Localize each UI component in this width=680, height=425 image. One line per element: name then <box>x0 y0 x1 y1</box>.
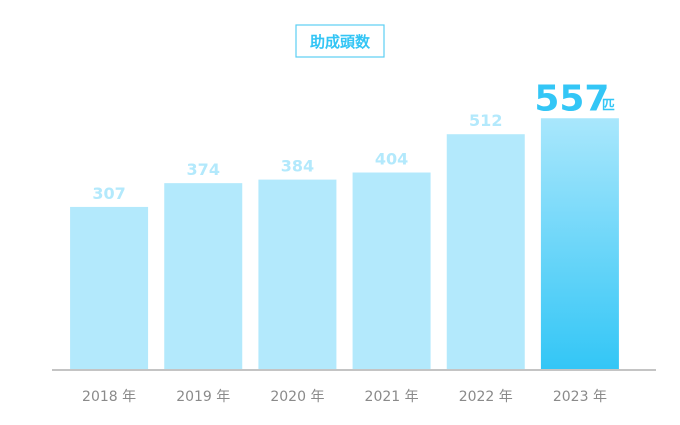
x-tick-label: 2023 年 <box>553 389 607 405</box>
value-label: 404 <box>375 150 408 169</box>
title-box <box>295 24 385 58</box>
bar <box>70 206 149 369</box>
bar <box>540 118 619 369</box>
x-tick-label: 2019 年 <box>176 389 230 405</box>
value-label: 512 <box>469 111 502 130</box>
x-tick-label: 2021 年 <box>365 389 419 405</box>
bar <box>446 134 525 369</box>
chart-title: 助成頭数 <box>310 33 371 51</box>
x-tick-label: 2018 年 <box>82 389 136 405</box>
value-label: 307 <box>92 184 125 203</box>
x-tick-label: 2022 年 <box>459 389 513 405</box>
value-label: 374 <box>187 160 220 179</box>
x-tick-label: 2020 年 <box>270 389 324 405</box>
value-label: 384 <box>281 157 314 176</box>
value-label: 557 <box>534 78 609 119</box>
bar <box>352 172 431 369</box>
bar <box>258 179 337 369</box>
bar <box>164 183 243 369</box>
value-unit: 匹 <box>602 98 615 113</box>
